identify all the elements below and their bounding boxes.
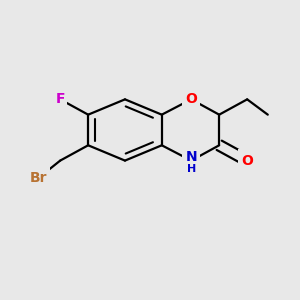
Text: F: F <box>56 92 65 106</box>
Text: H: H <box>187 164 196 174</box>
Text: N: N <box>185 148 197 166</box>
Text: F: F <box>56 90 65 108</box>
Text: N: N <box>185 150 197 164</box>
Text: Br: Br <box>29 171 47 185</box>
Text: H: H <box>186 162 196 176</box>
Text: O: O <box>185 92 197 106</box>
Text: Br: Br <box>29 169 47 187</box>
Text: O: O <box>241 154 253 168</box>
Text: O: O <box>241 152 254 169</box>
Text: O: O <box>185 90 198 108</box>
